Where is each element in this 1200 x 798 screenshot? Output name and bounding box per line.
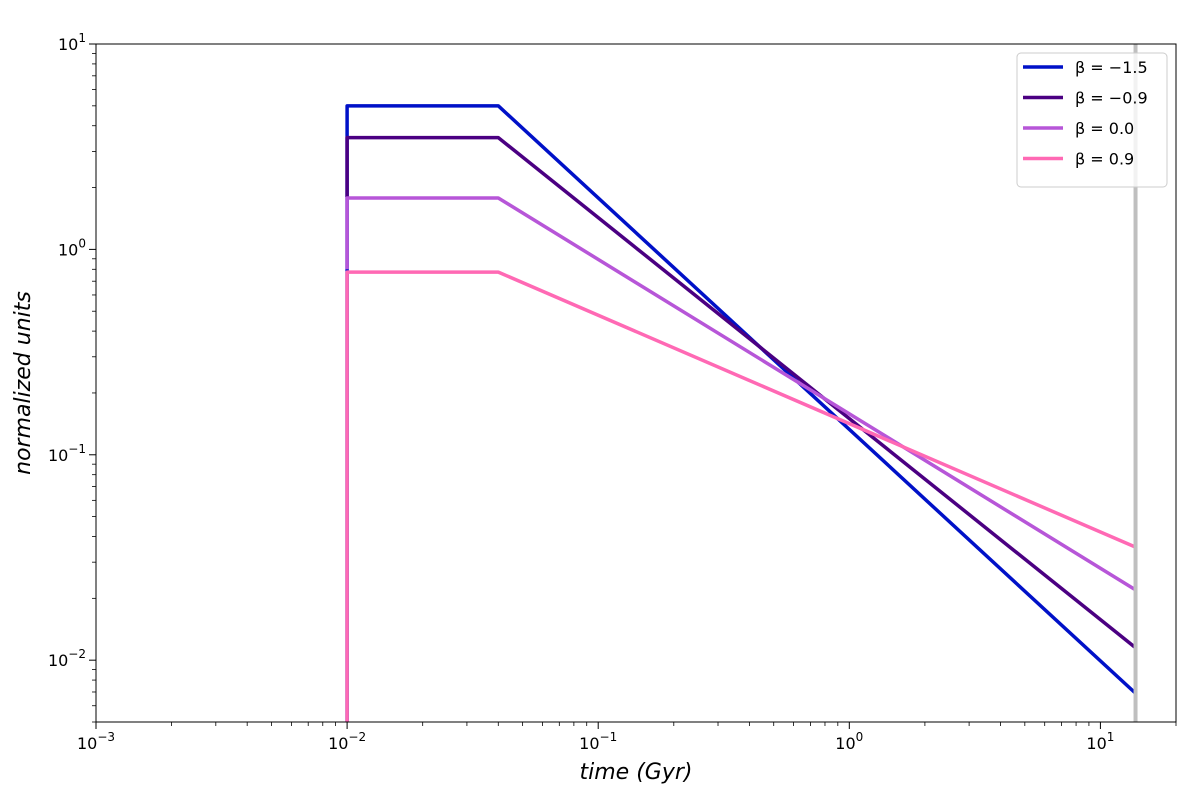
legend-label-3: β = 0.0 (1075, 119, 1134, 138)
x-axis-title-main: time (Gyr) (580, 760, 693, 785)
legend-label-4: β = 0.9 (1075, 150, 1134, 169)
x-tick-label: 100 (835, 730, 863, 753)
y-axis-title: normalized units (11, 291, 36, 475)
y-axis: 10−2 10−1 100 101 (48, 31, 96, 723)
legend-label-1: β = −1.5 (1075, 58, 1148, 77)
plot-frame (95, 43, 1177, 723)
legend-box (1016, 52, 1168, 188)
x-axis-title: time (Gyr) (580, 760, 693, 785)
x-tick-label: 10−3 (77, 730, 115, 753)
series-line-4 (345, 270, 1137, 722)
x-tick-label: 10−1 (579, 730, 617, 753)
legend: β = −1.5 β = −0.9 β = 0.0 β = 0.9 (1016, 52, 1168, 188)
series-line-3 (345, 196, 1137, 592)
y-tick-label: 101 (58, 31, 86, 54)
plot-background (96, 44, 1176, 722)
x-tick-label: 10−2 (328, 730, 366, 753)
y-tick-label: 10−1 (48, 442, 86, 465)
series-layer (345, 104, 1137, 722)
y-tick-label: 100 (58, 236, 86, 259)
legend-label-2: β = −0.9 (1075, 89, 1148, 108)
y-tick-label: 10−2 (48, 647, 86, 670)
x-axis: 10−3 10−2 10−1 100 101 (77, 722, 1177, 753)
x-tick-label: 101 (1086, 730, 1114, 753)
